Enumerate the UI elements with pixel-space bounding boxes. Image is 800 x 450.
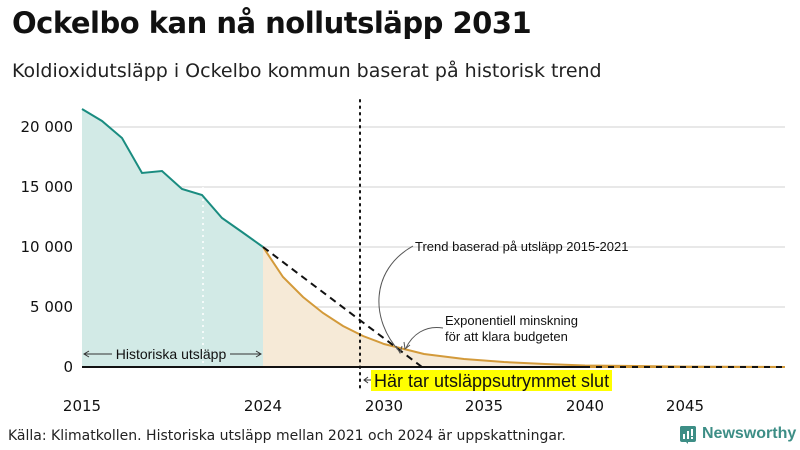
historical-label: Historiska utsläpp [116, 346, 227, 362]
y-axis-ticks: 20 000 15 000 10 000 5 000 0 [21, 118, 74, 376]
historical-line [81, 108, 264, 248]
y-tick-5000: 5 000 [30, 298, 73, 316]
exp-callout-arrow [405, 326, 444, 349]
exponential-line [262, 246, 786, 368]
x-tick-2040: 2040 [566, 397, 604, 415]
y-tick-15000: 15 000 [21, 178, 74, 196]
y-tick-20000: 20 000 [21, 118, 74, 136]
budget-end-label: Här tar utsläppsutrymmet slut [374, 371, 609, 391]
y-tick-0: 0 [63, 358, 73, 376]
historical-area [82, 109, 263, 367]
brand-name: Newsworthy [702, 425, 797, 442]
x-tick-2045: 2045 [666, 397, 704, 415]
exp-label-line2: för att klara budgeten [445, 329, 568, 344]
source-note: Källa: Klimatkollen. Historiska utsläpp … [8, 428, 566, 444]
trend-callout-arrow [378, 245, 414, 353]
trend-label: Trend baserad på utsläpp 2015-2021 [415, 239, 628, 254]
newsworthy-logo[interactable]: Newsworthy [680, 425, 797, 444]
historical-range-annotation [83, 350, 262, 358]
exponential-area [263, 247, 785, 367]
exp-arrowhead [403, 341, 411, 350]
chart-title: Ockelbo kan nå nollutsläpp 2031 [12, 6, 532, 40]
x-axis-ticks: 2015 2024 2030 2035 2040 2045 [63, 397, 704, 415]
x-tick-2035: 2035 [465, 397, 503, 415]
x-tick-2030: 2030 [365, 397, 403, 415]
y-tick-10000: 10 000 [21, 238, 74, 256]
exp-label-line1: Exponentiell minskning [445, 313, 578, 328]
x-tick-2024: 2024 [244, 397, 282, 415]
x-tick-2015: 2015 [63, 397, 101, 415]
bar-chart-icon [680, 426, 696, 444]
chart-subtitle: Koldioxidutsläpp i Ockelbo kommun basera… [12, 60, 602, 82]
budget-end-annotation: Här tar utsläppsutrymmet slut [363, 370, 612, 391]
trend-line [262, 246, 423, 368]
trend-arrowhead [395, 345, 403, 355]
